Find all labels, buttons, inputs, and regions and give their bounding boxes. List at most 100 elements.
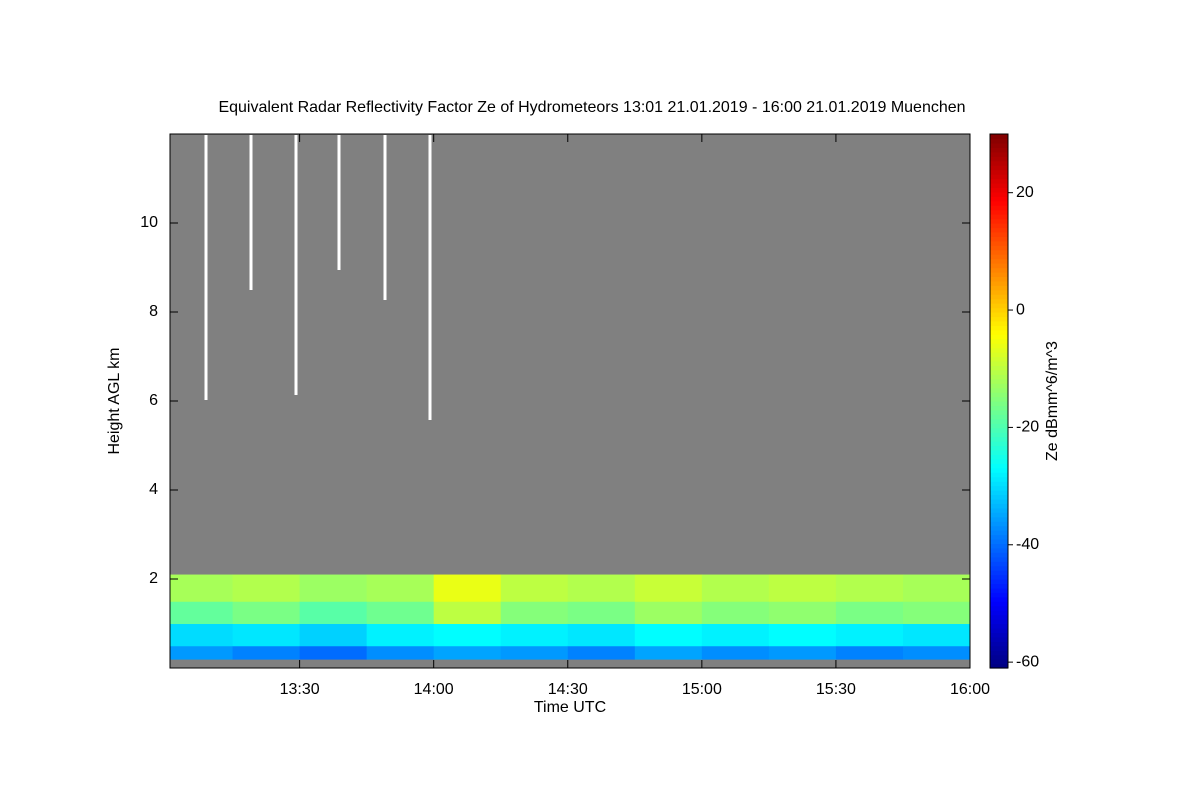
heatmap-cell (299, 574, 368, 602)
heatmap-cell (768, 574, 837, 602)
colorbar-segment (990, 182, 1008, 188)
heatmap-cell (500, 623, 569, 647)
heatmap-cell (902, 574, 971, 602)
colorbar-segment (990, 467, 1008, 473)
colorbar-segment (990, 498, 1008, 504)
heatmap-cell (634, 574, 703, 602)
heatmap-cell (366, 645, 435, 660)
axes: 13:30 14:00 14:30 15:00 15:30 16:00 2 4 6 8 10 -60 -… (140, 133, 1039, 698)
heatmap-cell (232, 623, 301, 647)
heatmap-cell (835, 645, 904, 660)
colorbar-segment (990, 561, 1008, 567)
colorbar-segment (990, 200, 1008, 206)
colorbar-segment (990, 458, 1008, 464)
heatmap-cell (701, 601, 770, 624)
colorbar-segment (990, 463, 1008, 469)
heatmap-cell (433, 645, 502, 660)
heatmap-cell (232, 645, 301, 660)
heatmap-cell (433, 574, 502, 602)
colorbar-segment (990, 627, 1008, 633)
colorbar-segment (990, 427, 1008, 433)
colorbar-segment (990, 307, 1008, 313)
colorbar-segment (990, 387, 1008, 393)
x-tick-label: 13:30 (280, 681, 320, 698)
heatmap-cell (634, 601, 703, 624)
colorbar-segment (990, 191, 1008, 197)
colorbar-tick-label: -20 (1016, 419, 1039, 436)
colorbar-segment (990, 472, 1008, 478)
heatmap-cell (835, 574, 904, 602)
colorbar-segment (990, 374, 1008, 380)
colorbar-segment (990, 356, 1008, 362)
colorbar-segment (990, 271, 1008, 277)
heatmap-cell (170, 623, 234, 647)
colorbar-segment (990, 432, 1008, 438)
heatmap-cell (170, 645, 234, 660)
colorbar-segment (990, 601, 1008, 607)
colorbar-segment (990, 254, 1008, 260)
heatmap-cell (701, 574, 770, 602)
heatmap-cell (567, 623, 636, 647)
colorbar-tick-label: -40 (1016, 536, 1039, 553)
heatmap-cell (500, 601, 569, 624)
colorbar-segment (990, 583, 1008, 589)
colorbar-segment (990, 596, 1008, 602)
colorbar-segment (990, 423, 1008, 429)
colorbar-segment (990, 530, 1008, 536)
colorbar-segment (990, 610, 1008, 616)
colorbar-segment (990, 454, 1008, 460)
y-tick-label: 8 (149, 303, 158, 320)
colorbar-segment (990, 405, 1008, 411)
colorbar-segment (990, 619, 1008, 625)
colorbar-segment (990, 623, 1008, 629)
colorbar-segment (990, 490, 1008, 496)
colorbar-segment (990, 178, 1008, 184)
heatmap-cell (768, 645, 837, 660)
heatmap-cell (500, 574, 569, 602)
colorbar-segment (990, 556, 1008, 562)
colorbar-segment (990, 534, 1008, 540)
heatmap-cell (634, 645, 703, 660)
heatmap-cell (500, 645, 569, 660)
colorbar-segment (990, 441, 1008, 447)
heatmap-cell (232, 601, 301, 624)
x-tick-label: 16:00 (950, 681, 990, 698)
colorbar-segment (990, 258, 1008, 264)
colorbar-segment (990, 552, 1008, 558)
heatmap-cell (902, 623, 971, 647)
colorbar-segment (990, 142, 1008, 148)
colorbar-segment (990, 325, 1008, 331)
colorbar-tick-label: 20 (1016, 184, 1034, 201)
colorbar-segment (990, 409, 1008, 415)
colorbar-tick-label: 0 (1016, 301, 1025, 318)
colorbar-segment (990, 614, 1008, 620)
colorbar-segment (990, 636, 1008, 642)
colorbar-segment (990, 659, 1008, 665)
chart-title: Equivalent Radar Reflectivity Factor Ze … (218, 99, 965, 116)
colorbar-segment (990, 605, 1008, 611)
heatmap-cell (768, 601, 837, 624)
colorbar-segment (990, 156, 1008, 162)
colorbar-segment (990, 276, 1008, 282)
colorbar-segment (990, 280, 1008, 286)
colorbar-segment (990, 418, 1008, 424)
colorbar-frame (989, 133, 1009, 669)
heatmap-cell (567, 645, 636, 660)
colorbar-segment (990, 525, 1008, 531)
colorbar-segment (990, 449, 1008, 455)
heatmap-cell (232, 574, 301, 602)
y-tick-label: 6 (149, 392, 158, 409)
colorbar-segment (990, 236, 1008, 242)
heatmap-cell (299, 623, 368, 647)
colorbar-segment (990, 436, 1008, 442)
y-axis-label: Height AGL km (106, 347, 123, 454)
plot-area (170, 134, 971, 668)
colorbar-segment (990, 289, 1008, 295)
colorbar-segment (990, 392, 1008, 398)
colorbar-segment (990, 138, 1008, 144)
heatmap-cell (366, 601, 435, 624)
colorbar-segment (990, 485, 1008, 491)
colorbar-segment (990, 494, 1008, 500)
colorbar-segment (990, 347, 1008, 353)
colorbar-segment (990, 169, 1008, 175)
